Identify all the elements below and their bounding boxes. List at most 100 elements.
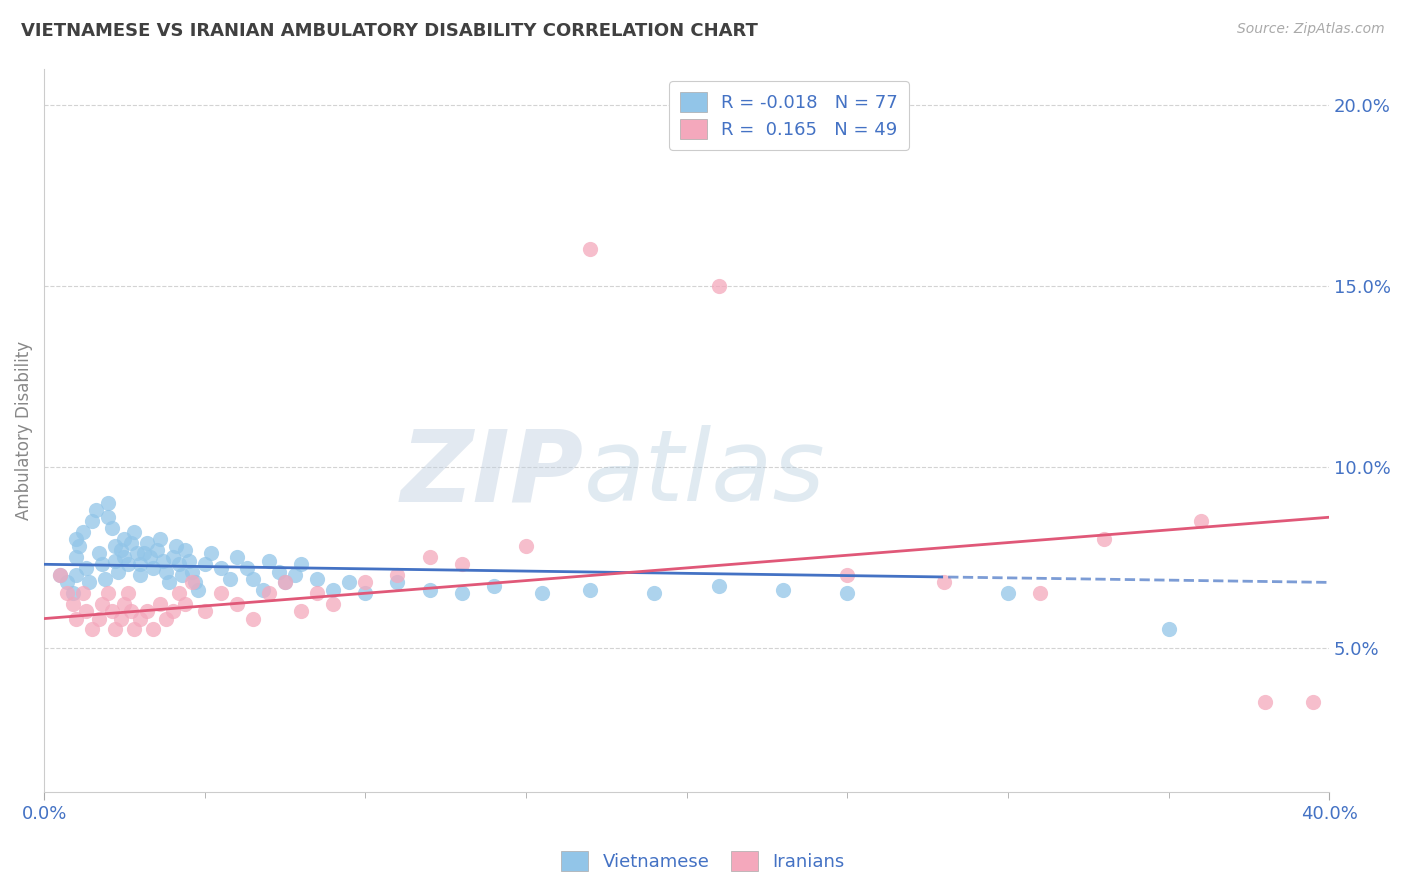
- Point: [75, 604, 97, 618]
- Point: [122, 524, 145, 539]
- Point: [112, 550, 135, 565]
- Point: [110, 611, 132, 625]
- Point: [707, 278, 730, 293]
- Y-axis label: Ambulatory Disability: Ambulatory Disability: [15, 341, 32, 520]
- Point: [290, 604, 312, 618]
- Point: [129, 568, 152, 582]
- Point: [307, 586, 329, 600]
- Point: [274, 575, 297, 590]
- Point: [354, 575, 377, 590]
- Point: [1302, 695, 1324, 709]
- Point: [167, 586, 190, 600]
- Point: [142, 561, 165, 575]
- Text: ZIP: ZIP: [401, 425, 583, 523]
- Point: [184, 575, 207, 590]
- Point: [77, 575, 100, 590]
- Text: atlas: atlas: [583, 425, 825, 523]
- Point: [579, 243, 602, 257]
- Point: [225, 597, 247, 611]
- Point: [91, 558, 114, 572]
- Point: [772, 582, 794, 597]
- Point: [149, 597, 172, 611]
- Point: [104, 623, 127, 637]
- Point: [257, 554, 280, 568]
- Point: [162, 604, 184, 618]
- Point: [55, 575, 77, 590]
- Point: [419, 550, 441, 565]
- Text: VIETNAMESE VS IRANIAN AMBULATORY DISABILITY CORRELATION CHART: VIETNAMESE VS IRANIAN AMBULATORY DISABIL…: [21, 22, 758, 40]
- Point: [157, 575, 180, 590]
- Point: [129, 611, 152, 625]
- Point: [1029, 586, 1052, 600]
- Point: [104, 554, 127, 568]
- Point: [117, 558, 139, 572]
- Point: [337, 575, 360, 590]
- Point: [200, 546, 222, 560]
- Point: [257, 586, 280, 600]
- Point: [49, 568, 72, 582]
- Point: [112, 532, 135, 546]
- Point: [155, 611, 177, 625]
- Point: [180, 575, 202, 590]
- Point: [75, 561, 97, 575]
- Point: [482, 579, 505, 593]
- Point: [515, 539, 537, 553]
- Point: [307, 572, 329, 586]
- Point: [62, 586, 84, 600]
- Point: [107, 565, 129, 579]
- Point: [172, 568, 194, 582]
- Point: [120, 535, 142, 549]
- Point: [177, 554, 200, 568]
- Point: [162, 550, 184, 565]
- Point: [997, 586, 1019, 600]
- Point: [142, 623, 165, 637]
- Point: [72, 586, 94, 600]
- Point: [155, 565, 177, 579]
- Point: [387, 575, 409, 590]
- Legend: Vietnamese, Iranians: Vietnamese, Iranians: [554, 844, 852, 879]
- Point: [104, 539, 127, 553]
- Point: [65, 532, 87, 546]
- Point: [97, 586, 120, 600]
- Point: [145, 542, 167, 557]
- Point: [65, 550, 87, 565]
- Point: [274, 575, 297, 590]
- Point: [65, 568, 87, 582]
- Point: [100, 604, 122, 618]
- Point: [135, 604, 157, 618]
- Point: [252, 582, 274, 597]
- Text: Source: ZipAtlas.com: Source: ZipAtlas.com: [1237, 22, 1385, 37]
- Point: [450, 586, 472, 600]
- Point: [1157, 623, 1180, 637]
- Point: [55, 586, 77, 600]
- Point: [82, 514, 104, 528]
- Point: [82, 623, 104, 637]
- Point: [100, 521, 122, 535]
- Point: [110, 542, 132, 557]
- Point: [97, 496, 120, 510]
- Point: [354, 586, 377, 600]
- Point: [174, 597, 197, 611]
- Point: [129, 558, 152, 572]
- Point: [235, 561, 257, 575]
- Point: [837, 586, 859, 600]
- Point: [69, 539, 91, 553]
- Point: [127, 546, 149, 560]
- Point: [165, 539, 187, 553]
- Point: [932, 575, 955, 590]
- Point: [87, 546, 110, 560]
- Point: [707, 579, 730, 593]
- Point: [65, 611, 87, 625]
- Point: [837, 568, 859, 582]
- Point: [242, 611, 264, 625]
- Point: [49, 568, 72, 582]
- Point: [72, 524, 94, 539]
- Point: [1254, 695, 1277, 709]
- Point: [94, 572, 117, 586]
- Point: [167, 558, 190, 572]
- Point: [122, 623, 145, 637]
- Point: [219, 572, 242, 586]
- Point: [387, 568, 409, 582]
- Point: [139, 550, 162, 565]
- Point: [322, 597, 344, 611]
